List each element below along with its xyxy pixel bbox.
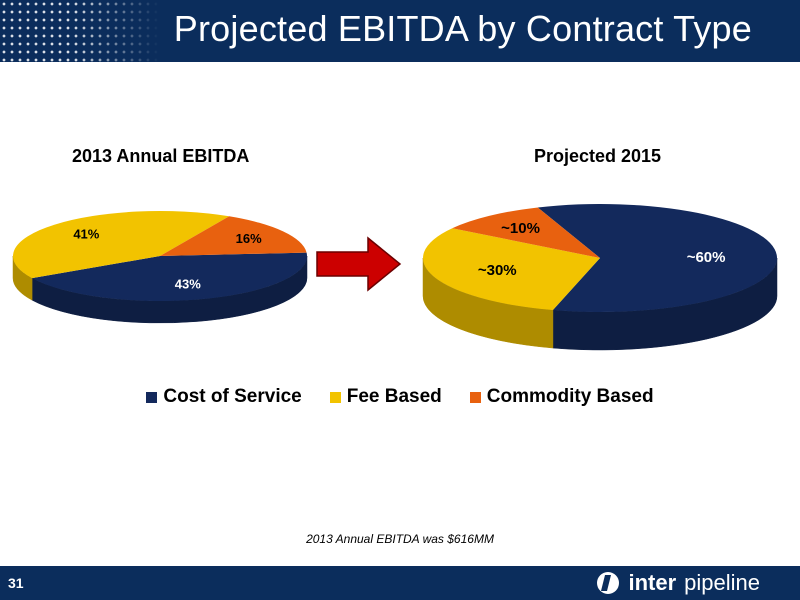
header-bar: Projected EBITDA by Contract Type [0, 0, 800, 62]
legend-label: Fee Based [346, 386, 442, 407]
pie-data-label: 41% [73, 227, 99, 242]
logo-text-inter: inter [628, 570, 677, 595]
legend-swatch [469, 391, 481, 403]
footnote: 2013 Annual EBITDA was $616MM [306, 532, 494, 546]
pie-slice-fee-based [423, 228, 600, 311]
legend-label: Cost of Service [163, 386, 302, 407]
page-title: Projected EBITDA by Contract Type [173, 8, 752, 49]
company-logo: inter pipeline [596, 569, 760, 597]
pie-slice-fee-based [13, 211, 230, 279]
chart-legend: Cost of Service Fee Based Commodity Base… [0, 386, 800, 408]
pie-chart-2015: ~60% ~30% ~10% [422, 204, 778, 351]
legend-label: Commodity Based [486, 386, 654, 407]
pie-data-label: ~10% [501, 220, 540, 237]
legend-item-commodity-based: Commodity Based [469, 386, 654, 408]
pie-slice-commodity-based [452, 207, 600, 258]
chart-title-2015: Projected 2015 [534, 146, 662, 166]
pie-slice-commodity-based [160, 216, 307, 256]
logo-text-pipeline: pipeline [684, 570, 760, 595]
pie-data-label: 16% [236, 231, 262, 246]
page-number: 31 [8, 575, 24, 591]
pie-slice-cost-of-service [537, 204, 777, 312]
header-dot-pattern [0, 0, 160, 62]
legend-item-cost-of-service: Cost of Service [146, 386, 302, 408]
pie-slice-cost-of-service [32, 252, 308, 301]
footer-bar: 31 inter pipeline [0, 566, 800, 600]
chart-title-2013: 2013 Annual EBITDA [72, 146, 250, 166]
pie-data-label: ~30% [478, 262, 517, 279]
legend-swatch [329, 391, 341, 403]
pie-data-label: 43% [175, 277, 201, 292]
pie-chart-2013: 43% 41% 16% [12, 211, 308, 324]
right-arrow-icon [316, 236, 402, 292]
legend-swatch [146, 391, 158, 403]
pie-data-label: ~60% [687, 249, 726, 266]
legend-item-fee-based: Fee Based [329, 386, 442, 408]
logo-mark-icon [597, 572, 620, 594]
